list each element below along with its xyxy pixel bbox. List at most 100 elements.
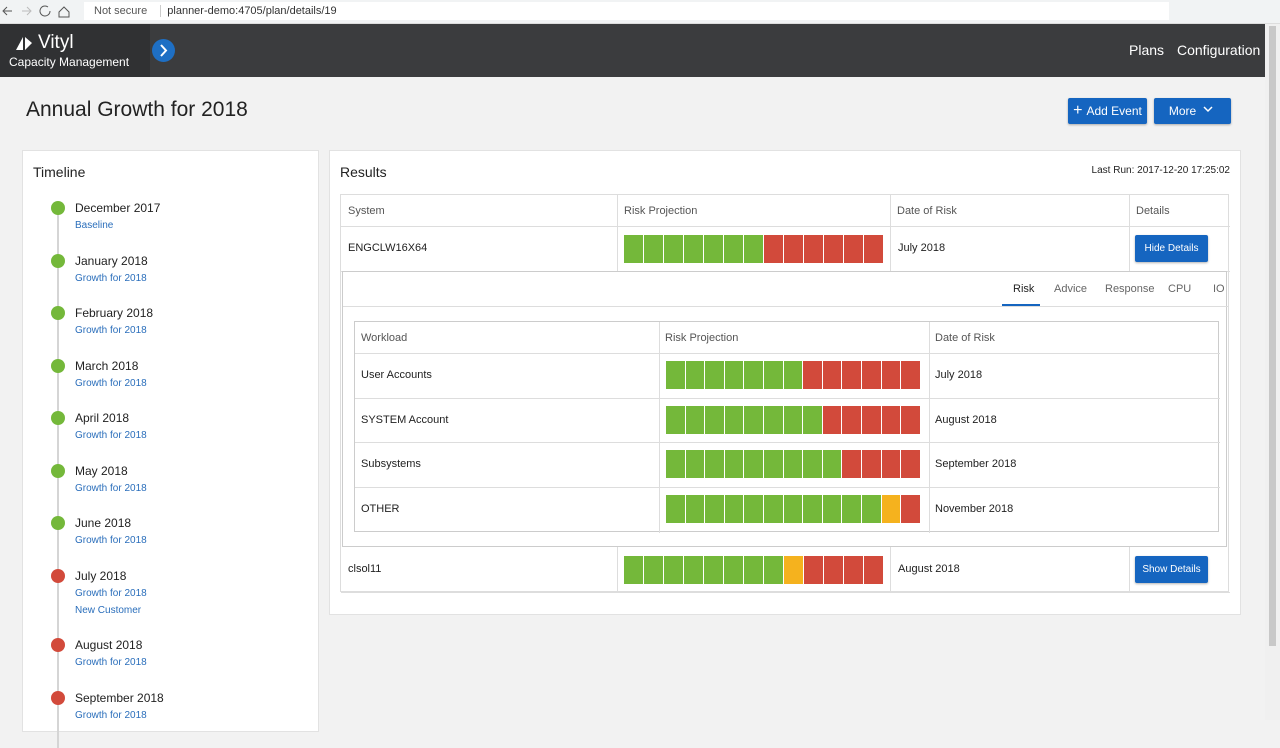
risk-cell	[822, 361, 842, 389]
workload-name: Subsystems	[361, 458, 421, 471]
timeline-label[interactable]: Growth for 2018	[75, 709, 147, 721]
last-run-label: Last Run:	[1091, 165, 1135, 176]
risk-cell	[685, 495, 705, 524]
brand: Vityl	[38, 32, 74, 53]
date-of-risk: July 2018	[898, 242, 946, 254]
risk-cell	[783, 361, 803, 389]
timeline-item: April 2018 Growth for 2018	[23, 410, 313, 444]
tab[interactable]: CPU	[1168, 283, 1192, 295]
row-divider	[355, 397, 1220, 399]
timeline-panel: Timeline December 2017 Baseline January 20…	[22, 150, 319, 748]
scrollbar[interactable]	[1265, 24, 1280, 720]
risk-cell	[822, 495, 842, 524]
date-of-risk: September 2018	[935, 458, 1017, 471]
risk-cell	[684, 235, 703, 263]
tab[interactable]: Advice	[1054, 283, 1088, 295]
risk-cell	[685, 450, 705, 479]
risk-cell	[764, 450, 783, 479]
date-of-risk: August 2018	[898, 563, 960, 575]
timeline-item: February 2018 Growth for 2018	[23, 305, 313, 339]
tab[interactable]: Risk	[1013, 283, 1035, 295]
timeline-item: December 2017 Baseline	[23, 200, 313, 234]
workload-name: SYSTEM Account	[361, 413, 449, 426]
risk-cell	[764, 495, 783, 524]
risk-cell	[842, 361, 862, 389]
row-divider	[355, 442, 1220, 444]
risk-cell	[844, 556, 863, 584]
button-label: More	[1168, 104, 1197, 118]
row-divider	[343, 306, 1228, 307]
add-event-button[interactable]: + Add Event	[1068, 98, 1147, 124]
timeline-label[interactable]: Growth for 2018	[75, 325, 147, 336]
tab[interactable]: Response	[1105, 283, 1155, 295]
column-header: Details	[1136, 205, 1170, 217]
col-divider	[617, 195, 618, 226]
timeline-date: September 2018	[75, 690, 164, 705]
workload-table: Workload Risk Projection Date of Risk User …	[354, 321, 1220, 533]
risk-cell	[666, 495, 685, 524]
col-divider	[1129, 195, 1130, 271]
timeline-label[interactable]: Growth for 2018	[75, 535, 147, 546]
risk-cell	[842, 405, 862, 434]
browser-bar: Not secure planner-demo:4705/plan/detail…	[0, 0, 1280, 24]
status-dot	[51, 306, 65, 320]
last-run-value: 2017-12-20 17:25:02	[1137, 165, 1230, 176]
timeline-label[interactable]: Growth for 2018	[75, 482, 147, 494]
risk-cell	[744, 235, 763, 263]
risk-cell	[881, 361, 901, 389]
risk-bar	[624, 556, 883, 584]
logo-icon	[16, 37, 32, 50]
timeline-item: July 2018 Growth for 2018 New Customer	[23, 568, 313, 619]
nav-icons	[2, 5, 70, 18]
risk-bar	[666, 495, 920, 524]
more-button[interactable]: More	[1154, 98, 1231, 124]
risk-cell	[901, 361, 920, 389]
risk-cell	[881, 450, 901, 479]
row-divider	[355, 487, 1220, 489]
risk-cell	[624, 235, 643, 263]
address-bar[interactable]: Not secure planner-demo:4705/plan/detail…	[84, 2, 1169, 20]
timeline-item: August 2018 Growth for 2018	[23, 637, 313, 671]
risk-cell	[724, 495, 744, 524]
results-title: Results	[340, 164, 387, 180]
nav-link[interactable]: Configuration	[1177, 42, 1261, 58]
risk-cell	[624, 556, 643, 584]
details-button[interactable]: Show Details	[1135, 556, 1208, 583]
timeline-item: May 2018 Growth for 2018	[23, 463, 313, 497]
timeline-item: January 2018 Growth for 2018	[23, 253, 313, 287]
risk-cell	[862, 495, 881, 524]
app-header: Vityl Capacity Management Plans Configur…	[0, 24, 1265, 77]
risk-cell	[684, 556, 703, 584]
risk-cell	[803, 495, 822, 524]
risk-cell	[901, 495, 920, 524]
risk-bar	[666, 405, 920, 434]
tab[interactable]: IO	[1213, 283, 1225, 295]
risk-cell	[724, 235, 743, 263]
details-button[interactable]: Hide Details	[1135, 235, 1208, 262]
column-header: Risk Projection	[665, 332, 739, 344]
timeline-label[interactable]: New Customer	[75, 604, 142, 616]
risk-cell	[842, 450, 862, 479]
nav-link[interactable]: Plans	[1129, 42, 1165, 58]
risk-cell	[685, 405, 705, 434]
date-of-risk: November 2018	[935, 503, 1014, 516]
risk-bar	[666, 361, 920, 389]
risk-cell	[704, 235, 723, 263]
timeline-label[interactable]: Baseline	[75, 220, 114, 231]
risk-cell	[783, 405, 803, 434]
col-divider	[617, 547, 618, 592]
timeline-label[interactable]: Growth for 2018	[75, 587, 147, 599]
scroll-thumb[interactable]	[1269, 26, 1276, 646]
timeline-label[interactable]: Growth for 2018	[75, 657, 147, 668]
risk-cell	[724, 405, 744, 434]
risk-cell	[862, 361, 881, 389]
expand-button[interactable]	[151, 38, 176, 63]
timeline-label[interactable]: Growth for 2018	[75, 430, 147, 441]
timeline-label[interactable]: Growth for 2018	[75, 377, 147, 389]
url: planner-demo:4705/plan/details/19	[160, 5, 337, 17]
risk-cell	[764, 405, 783, 434]
timeline-label[interactable]: Growth for 2018	[75, 272, 147, 284]
status-dot	[51, 568, 65, 583]
risk-cell	[803, 405, 822, 434]
col-divider	[659, 322, 660, 533]
